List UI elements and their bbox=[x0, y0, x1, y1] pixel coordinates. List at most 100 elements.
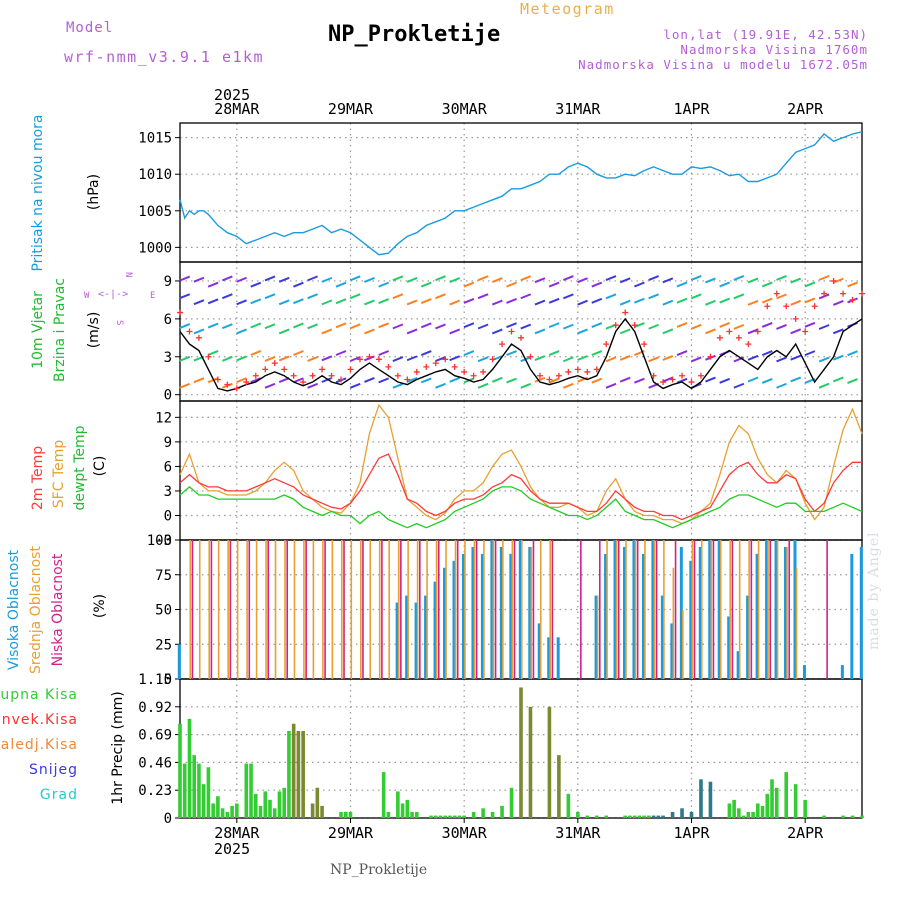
wind-barb bbox=[293, 281, 304, 288]
wind-barb bbox=[264, 293, 276, 300]
cloud-bar bbox=[682, 609, 684, 679]
precip-bar bbox=[585, 815, 590, 818]
wind-barb bbox=[790, 299, 802, 306]
cloud-bar bbox=[492, 540, 495, 679]
wind-barb bbox=[776, 274, 787, 281]
precip-bar bbox=[594, 815, 599, 818]
wind-barb bbox=[761, 377, 773, 384]
temp-axis-label: (C) bbox=[92, 456, 108, 477]
wind-barb bbox=[364, 299, 375, 306]
wind-gust-marker bbox=[745, 341, 752, 348]
cloud-bar bbox=[622, 546, 626, 679]
cloud-bar bbox=[405, 595, 409, 679]
wind-barb bbox=[562, 382, 574, 389]
cloud-low-side-label: Niska Oblacnost bbox=[50, 553, 66, 666]
y-tick-label: 100 bbox=[147, 533, 172, 549]
y-tick-label: 0 bbox=[164, 388, 172, 404]
cloud-bar bbox=[274, 540, 277, 679]
wind-gust-marker bbox=[271, 360, 278, 367]
wind-barb bbox=[591, 350, 603, 356]
precip-bar bbox=[509, 787, 514, 818]
cloud-bar bbox=[644, 540, 646, 679]
wind-gust-marker bbox=[489, 356, 496, 363]
cloud-bar bbox=[731, 540, 734, 679]
cloud-bar bbox=[248, 540, 251, 679]
wind-barb bbox=[179, 293, 191, 300]
sfc-temp-line bbox=[179, 403, 863, 525]
precip-bar bbox=[680, 808, 684, 818]
wind-barb bbox=[221, 293, 233, 300]
wind-barb bbox=[349, 382, 361, 389]
cloud-bar bbox=[210, 540, 213, 679]
wind-barb bbox=[548, 281, 560, 288]
cloud-bar bbox=[483, 540, 485, 679]
precip-bar bbox=[457, 815, 462, 818]
precip-bar bbox=[216, 796, 220, 818]
cloud-bar bbox=[793, 540, 797, 679]
precip-legend-item: Zaledj.Kisa bbox=[0, 737, 78, 753]
chart-title: NP_Prokletije bbox=[328, 22, 501, 47]
wind-gust-marker bbox=[356, 356, 363, 363]
cloud-bar bbox=[528, 546, 532, 679]
cloud-bar bbox=[191, 540, 194, 679]
cloud-bar bbox=[547, 637, 551, 679]
cloud-bar bbox=[765, 540, 769, 679]
precip-bar bbox=[287, 730, 291, 818]
y-tick-label: 3 bbox=[164, 350, 172, 366]
wind-barb bbox=[591, 322, 603, 329]
cloud-bar bbox=[748, 540, 750, 679]
cloud-bar bbox=[776, 540, 779, 679]
cloud-bar bbox=[660, 595, 664, 679]
cloud-bar bbox=[378, 540, 381, 679]
wind-gust-marker bbox=[423, 363, 430, 370]
cloud-bar bbox=[454, 540, 457, 679]
wind-barb bbox=[648, 323, 659, 330]
wind-gust-marker bbox=[764, 303, 771, 310]
precip-bar bbox=[490, 811, 495, 818]
cloud-bar bbox=[189, 540, 192, 679]
precip-bar bbox=[642, 815, 646, 818]
precip-bar bbox=[732, 799, 736, 818]
cloud-bar bbox=[312, 540, 315, 679]
precip-bar bbox=[462, 815, 466, 818]
precip-bar bbox=[230, 805, 234, 818]
wind-barb bbox=[491, 376, 503, 383]
wind-gust-marker bbox=[366, 353, 373, 360]
wind-barb bbox=[392, 323, 404, 330]
cloud-bar bbox=[475, 540, 478, 679]
precip-bar bbox=[443, 815, 448, 818]
wind-barb bbox=[634, 297, 645, 304]
cloud-bar bbox=[774, 540, 778, 679]
wind-barb bbox=[776, 356, 787, 363]
wind-barb bbox=[804, 297, 816, 304]
wind-gust-marker bbox=[252, 372, 259, 379]
precip-bar bbox=[547, 706, 552, 818]
cloud-bar bbox=[755, 553, 759, 679]
wind-gust-marker bbox=[451, 363, 458, 370]
wind-barb bbox=[747, 299, 759, 306]
cloud-bar bbox=[461, 553, 465, 679]
precip-bar bbox=[197, 763, 201, 818]
cloud-bar bbox=[556, 637, 560, 679]
wind-barb bbox=[761, 321, 773, 328]
cloud-bar bbox=[208, 540, 211, 679]
wind-barb bbox=[619, 376, 631, 383]
wind-barb bbox=[776, 382, 787, 389]
wind-barb bbox=[449, 328, 461, 335]
wind-barb bbox=[705, 328, 716, 335]
wind-gust-marker bbox=[385, 363, 392, 370]
wind-barb bbox=[662, 376, 674, 383]
wind-barb bbox=[577, 299, 588, 306]
panel-frame bbox=[179, 122, 863, 263]
wind-barb bbox=[193, 299, 205, 306]
wind-barb bbox=[818, 274, 830, 281]
cloud-bar bbox=[267, 540, 270, 679]
cloud-bar bbox=[227, 540, 229, 679]
precip-bar bbox=[220, 808, 225, 818]
precip-bar bbox=[500, 805, 504, 818]
wind-gust-marker bbox=[849, 296, 856, 303]
temp-2m-side-label: 2m Temp bbox=[30, 446, 46, 510]
cloud-bar bbox=[416, 540, 419, 679]
y-tick-label: 1000 bbox=[138, 240, 172, 256]
cloud-axis-label: (%) bbox=[92, 594, 108, 618]
